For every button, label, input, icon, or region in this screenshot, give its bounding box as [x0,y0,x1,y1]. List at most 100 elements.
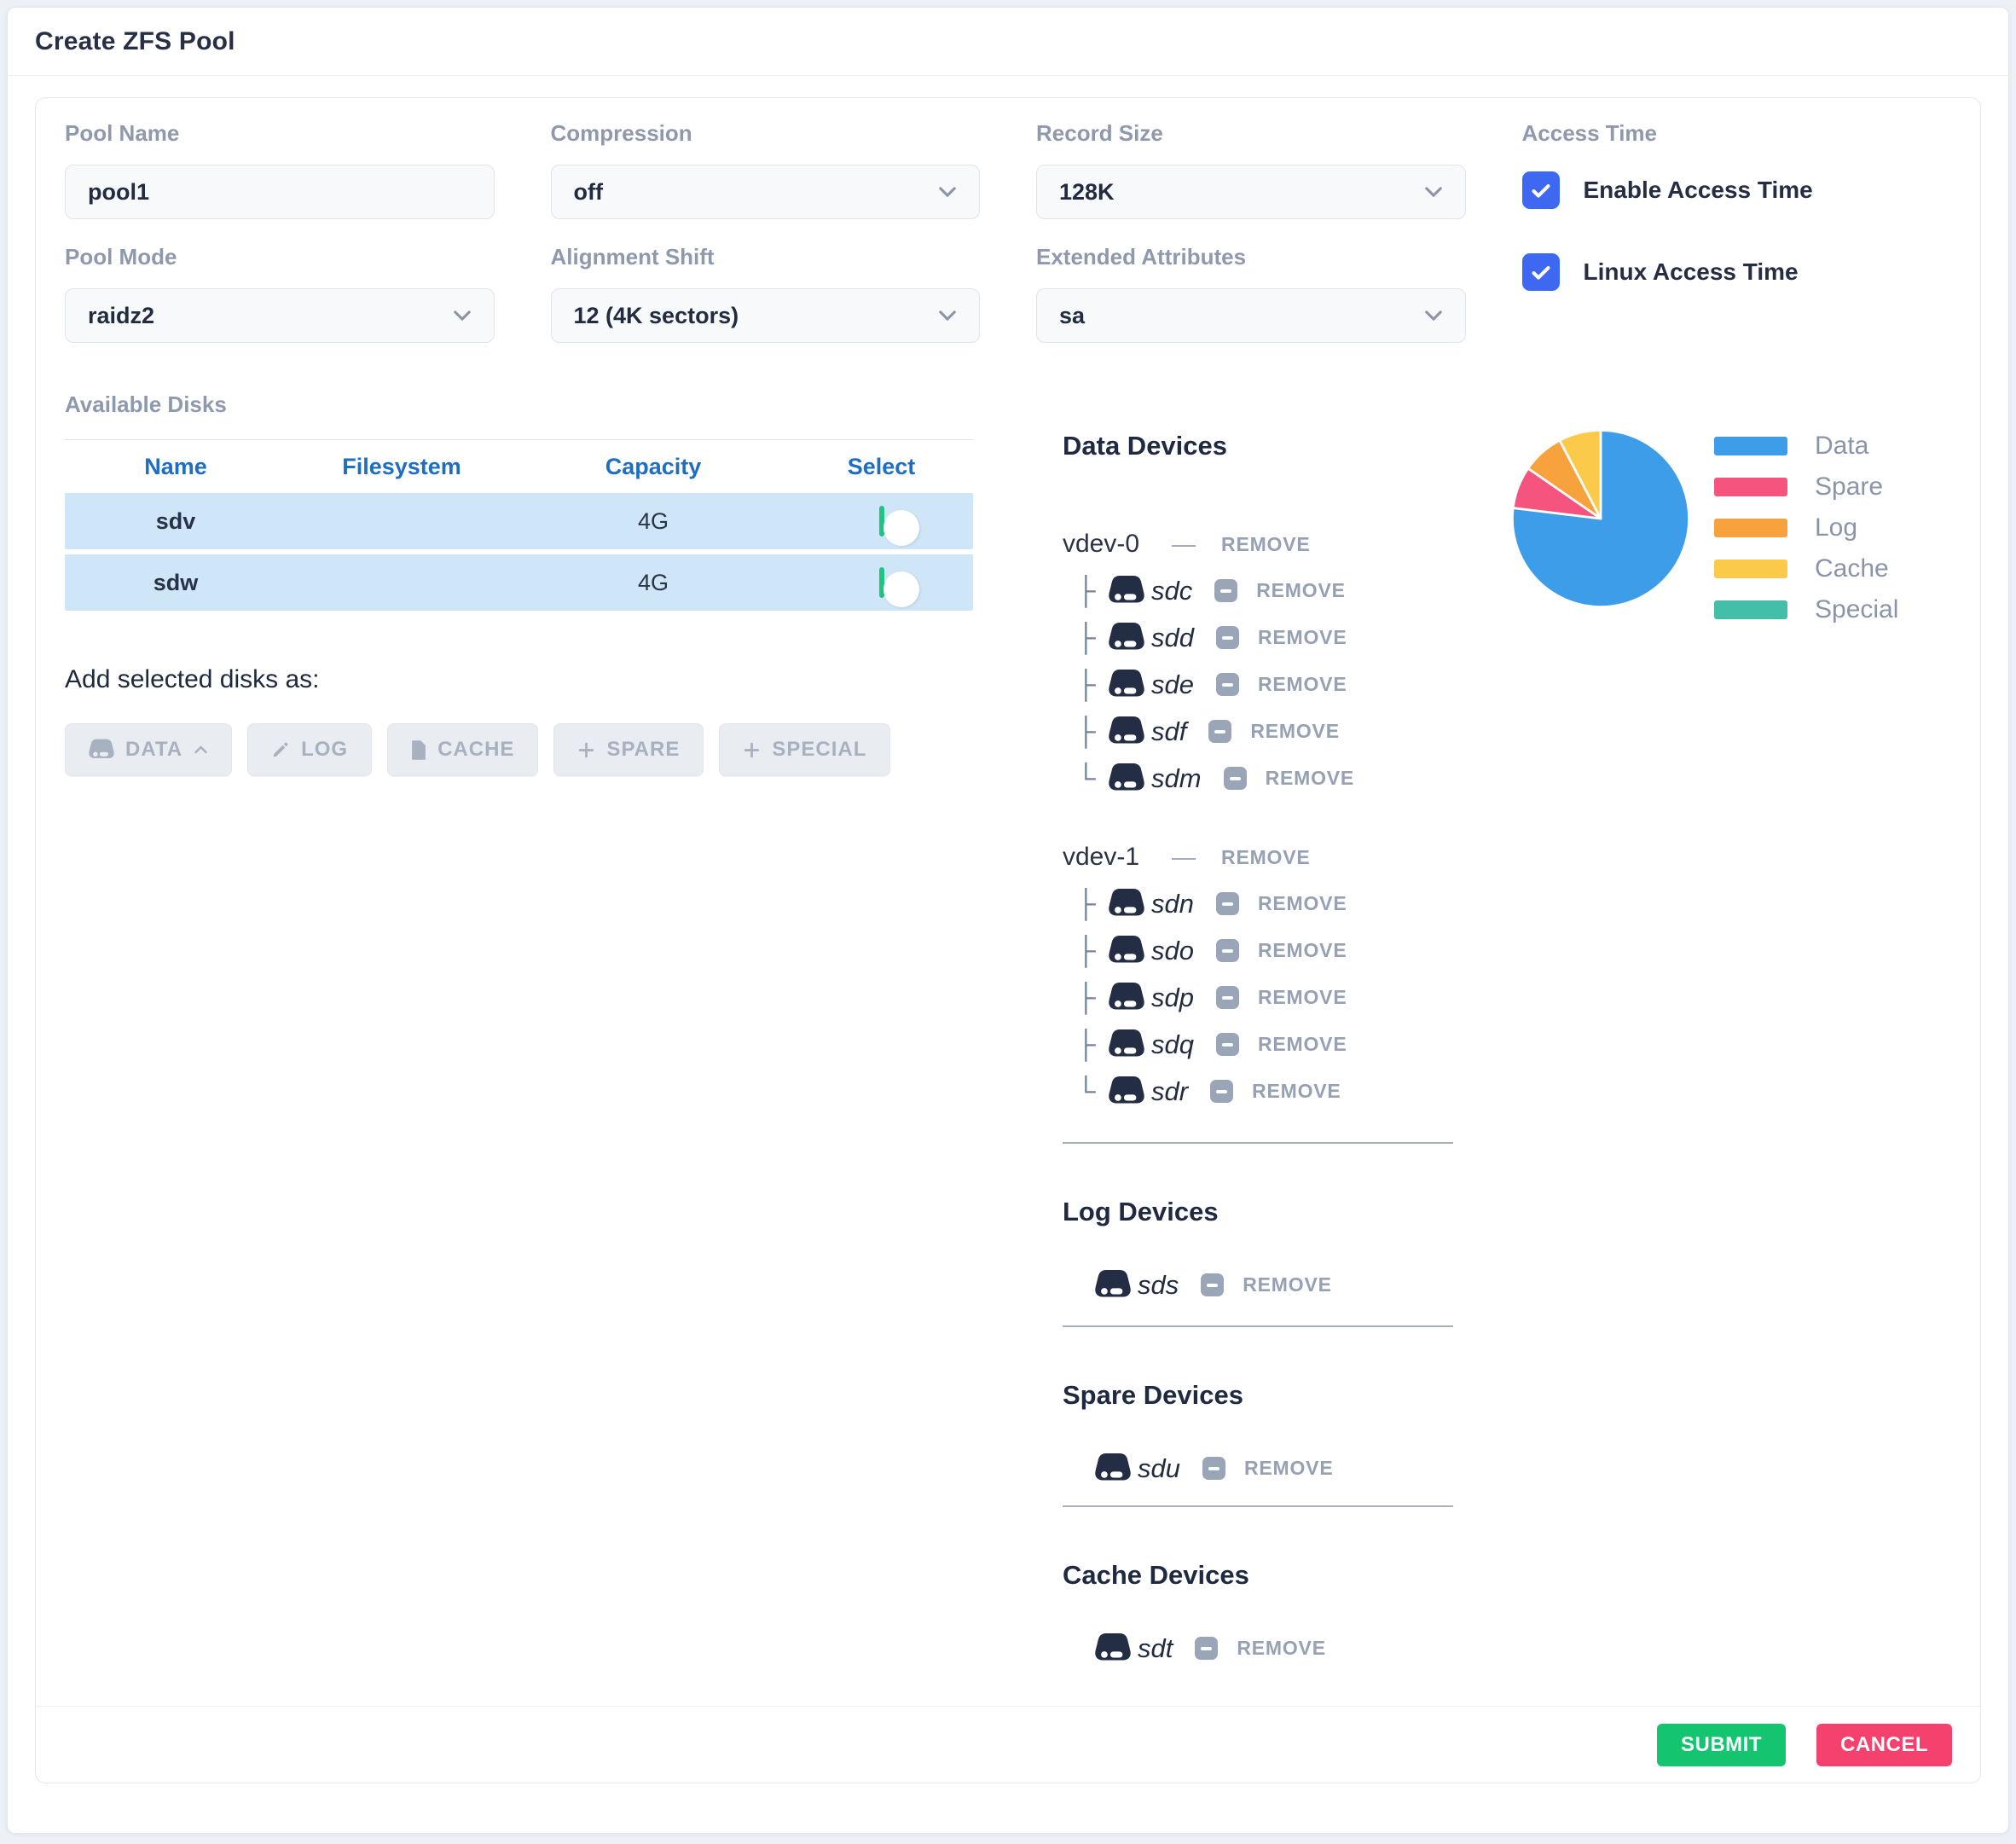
device-name: sde [1151,669,1194,699]
remove-device-button[interactable]: REMOVE [1237,1637,1326,1659]
pool-mode-label: Pool Mode [65,244,177,270]
remove-device-icon[interactable] [1201,1273,1225,1296]
device-row: ├ sdn REMOVE [1076,880,1951,927]
cancel-button[interactable]: CANCEL [1816,1723,1952,1766]
dialog-footer: SUBMIT CANCEL [36,1706,1980,1783]
add-as-log-button[interactable]: LOG [247,723,373,776]
add-selected-disks-label: Add selected disks as: [65,665,320,693]
extended-attributes-select[interactable]: sa [1036,288,1466,343]
field-pool-name: Pool Name [65,120,495,219]
legend-item: Spare [1714,467,1898,507]
tree-connector-icon: ├ [1076,622,1096,652]
device-row: sdu REMOVE [1063,1445,1951,1492]
minus-dash-icon[interactable]: — [1172,531,1196,557]
field-extended-attributes: Extended Attributes sa [1036,244,1466,343]
device-row: ├ sde REMOVE [1076,661,1951,708]
field-record-size: Record Size 128K [1036,120,1466,219]
remove-device-button[interactable]: REMOVE [1257,939,1347,961]
remove-device-icon[interactable] [1215,1033,1239,1056]
alignment-shift-label: Alignment Shift [550,244,715,270]
device-row: └ sdr REMOVE [1076,1068,1951,1115]
remove-device-button[interactable]: REMOVE [1243,1457,1334,1479]
remove-device-button[interactable]: REMOVE [1256,579,1346,601]
remove-device-icon[interactable] [1215,673,1239,696]
remove-device-button[interactable]: REMOVE [1257,892,1347,914]
data-devices-heading: Data Devices [1063,431,1228,461]
column-header-filesystem: Filesystem [342,453,461,479]
add-as-spare-button[interactable]: SPARE [553,723,704,776]
device-name: sdd [1151,622,1194,652]
pool-name-input[interactable] [65,165,495,219]
remove-device-button[interactable]: REMOVE [1243,1273,1332,1296]
record-size-value: 128K [1059,178,1115,205]
add-as-cache-button[interactable]: CACHE [387,723,539,776]
vdev-remove-button[interactable]: REMOVE [1221,845,1311,868]
remove-device-button[interactable]: REMOVE [1257,986,1347,1008]
chevron-down-icon [938,310,957,322]
pie-chart [1511,429,1690,608]
remove-device-icon[interactable] [1195,1637,1219,1660]
add-as-data-label: DATA [125,738,183,761]
linux-access-time-checkbox[interactable] [1521,253,1560,291]
remove-device-icon[interactable] [1223,767,1247,790]
device-name: sds [1138,1269,1179,1300]
cache-devices-heading: Cache Devices [1063,1560,1249,1590]
linux-access-time-option: Linux Access Time [1521,253,1952,291]
hard-drive-icon [1109,716,1144,747]
disk-name-cell: sdv [155,507,196,534]
field-access-time: Access Time Enable Access Time Linux Acc… [1521,120,1952,343]
device-row: sdt REMOVE [1063,1625,1951,1672]
legend-label: Special [1815,595,1899,623]
remove-device-icon[interactable] [1210,1080,1234,1103]
minus-dash-icon[interactable]: — [1172,844,1196,870]
available-disks-section: Available Disks Name Filesystem Capacity… [65,391,973,1672]
table-row: sdv 4G [65,493,973,549]
hard-drive-icon [1109,1076,1144,1107]
remove-device-icon[interactable] [1215,626,1239,649]
section-divider [1063,1142,1453,1144]
pool-mode-select[interactable]: raidz2 [65,288,495,343]
tree-connector-icon: ├ [1076,1029,1096,1059]
remove-device-icon[interactable] [1214,579,1238,602]
field-compression: Compression off [550,120,980,219]
remove-device-button[interactable]: REMOVE [1252,1080,1341,1102]
legend-item: Log [1714,507,1898,548]
remove-device-button[interactable]: REMOVE [1257,1033,1347,1055]
compression-label: Compression [550,120,692,146]
alignment-shift-select[interactable]: 12 (4K sectors) [550,288,980,343]
remove-device-icon[interactable] [1215,986,1239,1009]
hard-drive-icon [1109,1029,1144,1060]
remove-device-button[interactable]: REMOVE [1257,626,1347,648]
chevron-down-icon [1424,310,1443,322]
log-devices-heading: Log Devices [1063,1197,1219,1226]
add-as-special-button[interactable]: SPECIAL [719,723,891,776]
add-as-special-label: SPECIAL [772,738,867,761]
vdev-remove-button[interactable]: REMOVE [1221,532,1311,555]
add-as-data-button[interactable]: DATA [65,723,233,776]
pool-mode-value: raidz2 [88,302,155,328]
compression-value: off [573,178,603,205]
remove-device-button[interactable]: REMOVE [1265,767,1355,789]
enable-access-time-checkbox[interactable] [1521,171,1560,209]
remove-device-button[interactable]: REMOVE [1257,673,1347,695]
legend-label: Spare [1815,473,1884,501]
remove-device-icon[interactable] [1208,720,1232,743]
spare-devices-heading: Spare Devices [1063,1380,1243,1410]
remove-device-button[interactable]: REMOVE [1250,720,1340,742]
chevron-down-icon [1424,186,1443,198]
file-icon [411,739,426,760]
record-size-select[interactable]: 128K [1036,165,1466,219]
create-zfs-pool-dialog: Create ZFS Pool Pool Name Compression of… [7,7,2009,1834]
vdev-header: vdev-1 — REMOVE [1063,843,1951,872]
remove-device-icon[interactable] [1215,939,1239,962]
disk-select-toggle[interactable] [878,505,884,536]
disk-select-toggle[interactable] [878,566,884,598]
tree-connector-icon: ├ [1076,935,1096,965]
remove-device-icon[interactable] [1215,892,1239,915]
form-panel: Pool Name Compression off Record Size 12… [35,97,1981,1783]
available-disks-title: Available Disks [65,391,227,417]
compression-select[interactable]: off [550,165,980,219]
remove-device-icon[interactable] [1202,1457,1225,1480]
plus-icon [577,741,595,759]
submit-button[interactable]: SUBMIT [1657,1723,1786,1766]
